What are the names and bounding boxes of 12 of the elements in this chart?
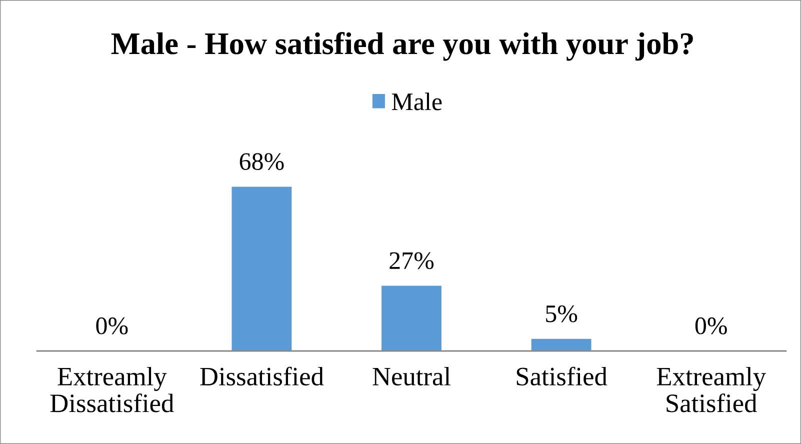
x-tick-label: Neutral	[372, 366, 451, 386]
x-tick-label: Dissatisfied	[200, 366, 324, 386]
data-label: 68%	[240, 153, 284, 170]
x-tick-label: Satisfied	[516, 366, 608, 386]
data-label: 0%	[695, 317, 727, 334]
x-tick-label: Extreamly Satisfied	[656, 366, 766, 412]
data-label: 27%	[390, 252, 434, 270]
data-label: 5%	[546, 305, 578, 322]
chart-title: Male - How satisfied are you with your job?	[111, 32, 693, 61]
legend-label: Male	[392, 92, 442, 110]
data-label: 0%	[96, 317, 128, 334]
x-tick-label: Extreamly Dissatisfied	[50, 366, 174, 412]
